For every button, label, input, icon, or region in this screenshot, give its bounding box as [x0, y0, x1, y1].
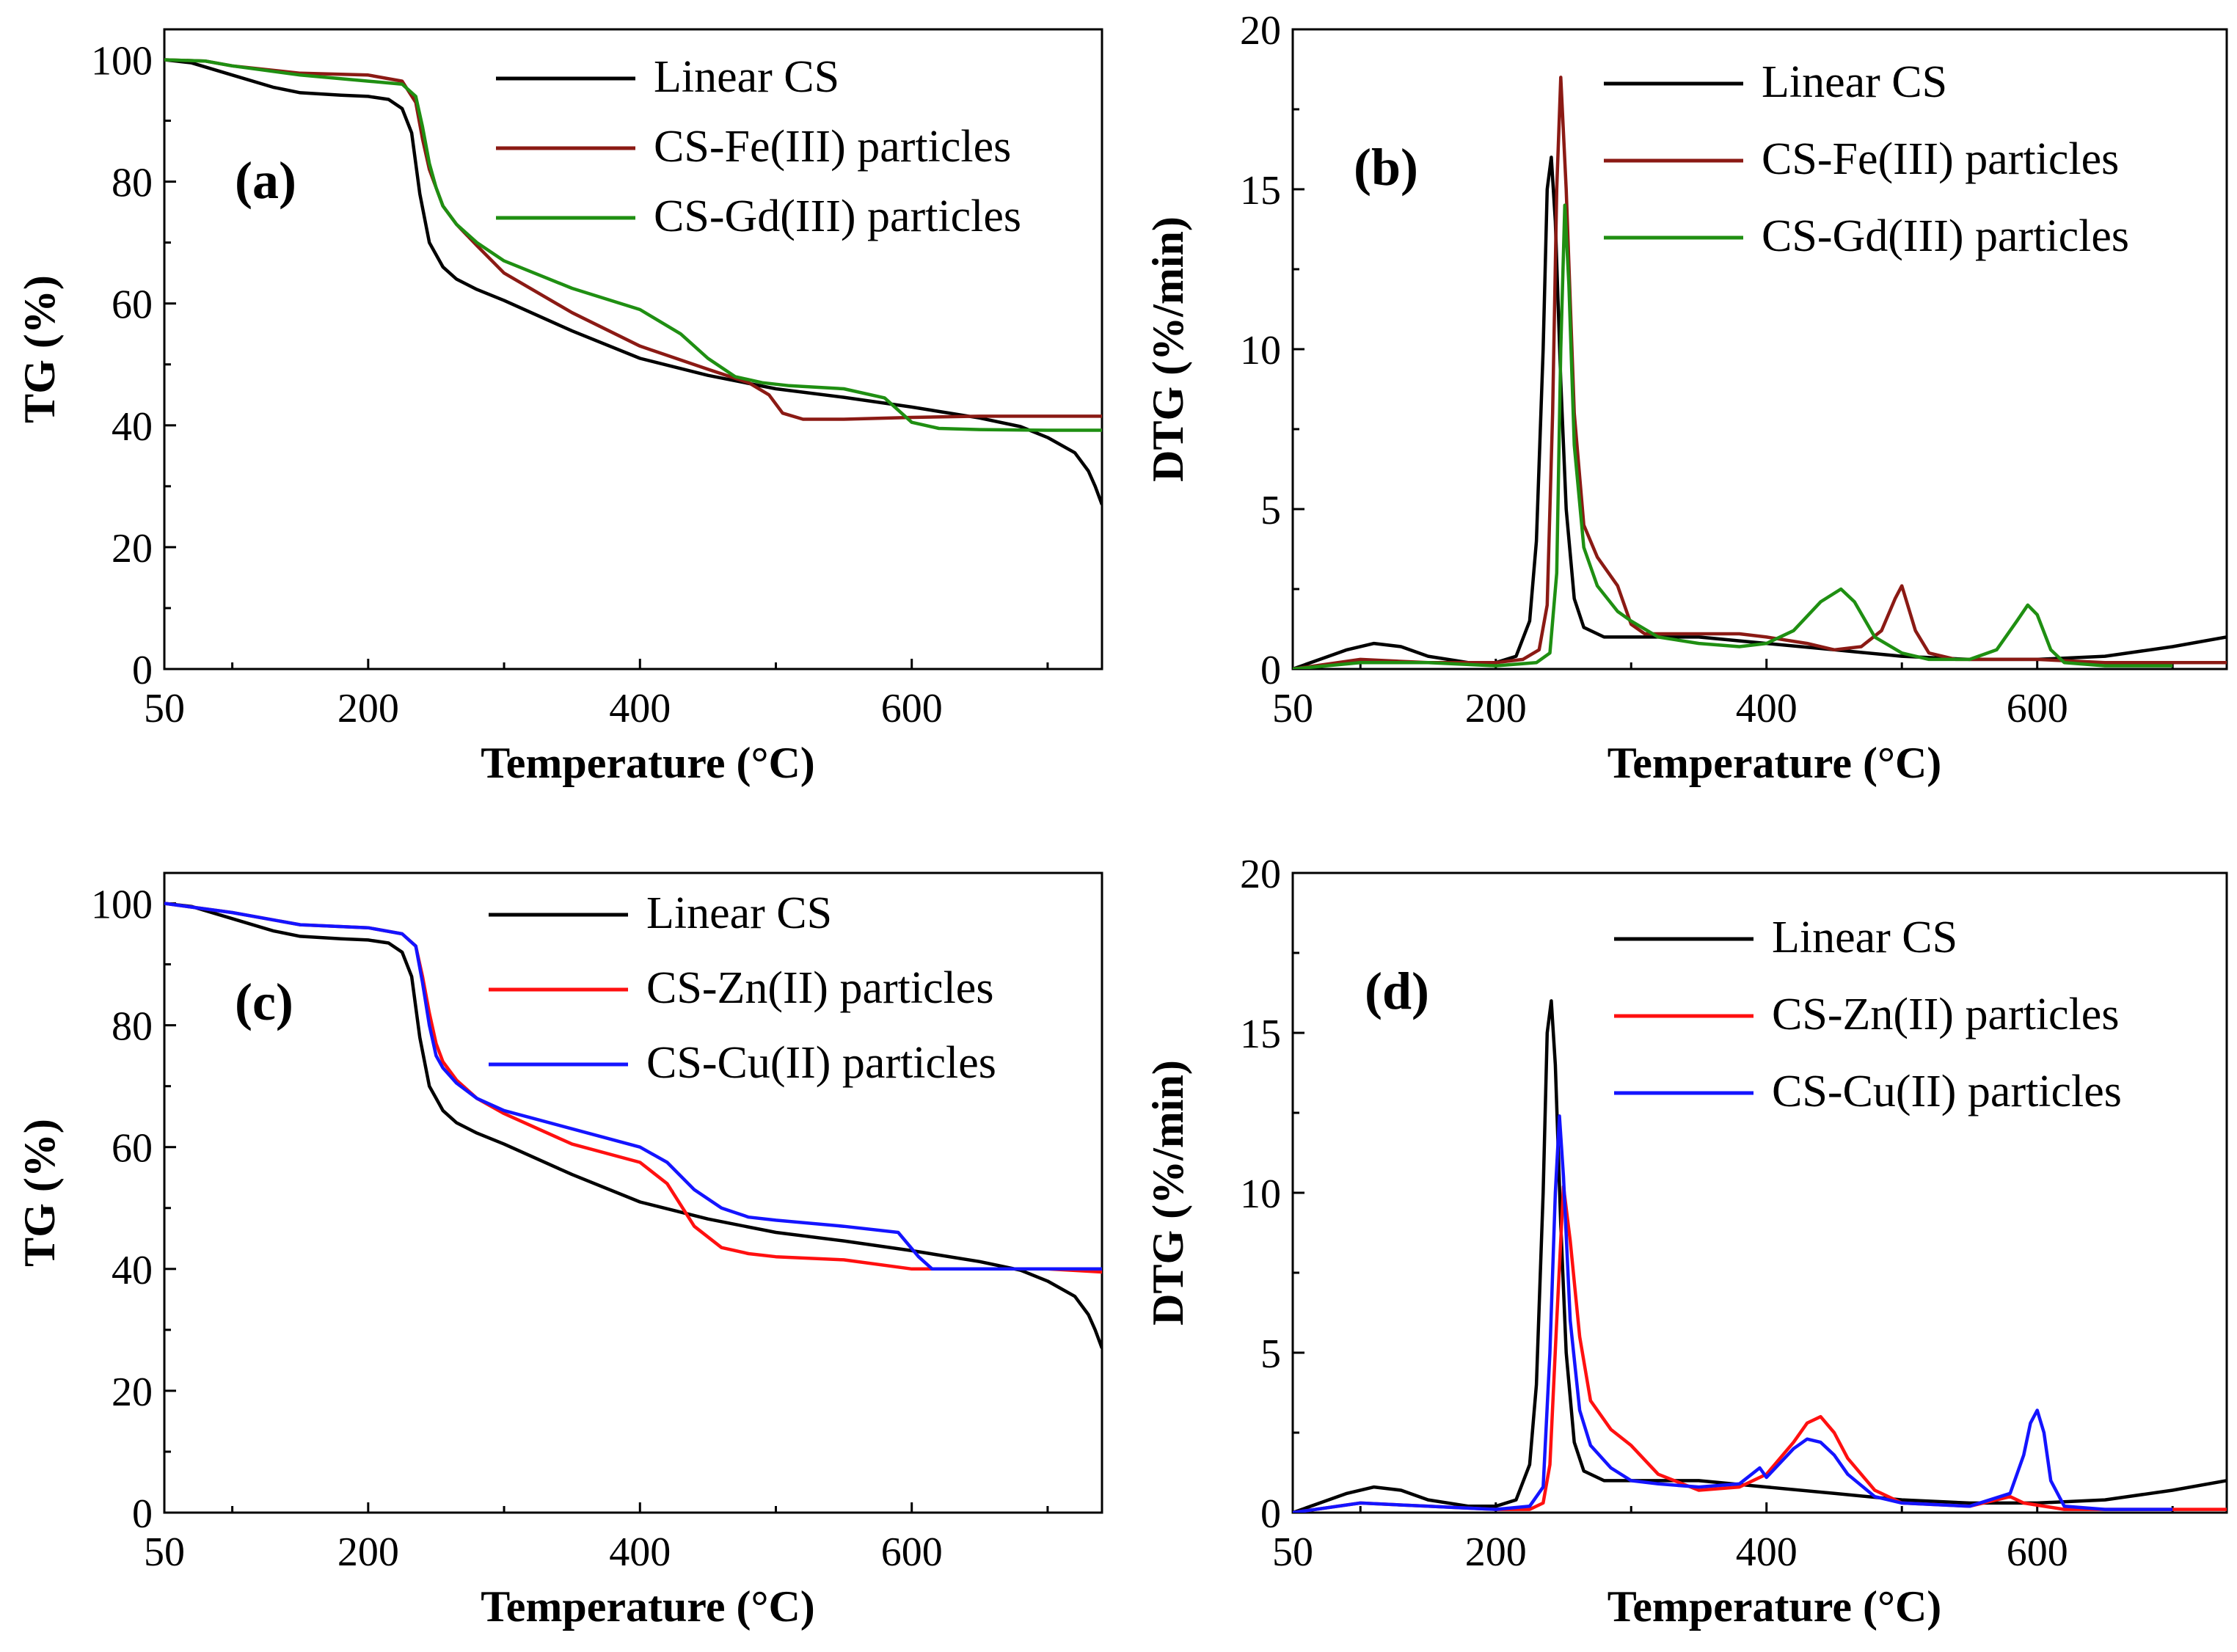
y-tick-label: 0	[132, 1491, 153, 1537]
y-tick-label: 5	[1260, 488, 1281, 533]
series-line-2	[1293, 1185, 2227, 1513]
x-tick-label: 600	[2007, 1529, 2068, 1575]
y-tick-label: 40	[112, 1248, 153, 1293]
series-line-1	[164, 902, 1102, 1349]
legend-entry: CS-Fe(III) particles	[1762, 134, 2119, 184]
legend-entry: CS-Cu(II) particles	[646, 1038, 996, 1088]
y-axis-label: DTG (%/min)	[1144, 1060, 1192, 1326]
y-tick-label: 20	[112, 1370, 153, 1415]
series-line-3	[164, 902, 1102, 1271]
series-line-3	[1293, 1114, 2173, 1513]
y-axis-label: TG (%)	[15, 275, 64, 423]
y-tick-label: 20	[1240, 8, 1281, 54]
panel-c: 50 200 400 600 0 20 40 60 80 100 Temperature (°C) T…	[15, 871, 1103, 1631]
y-tick-label: 0	[1260, 648, 1281, 693]
x-tick-label: 50	[1272, 1529, 1313, 1575]
x-tick-label: 50	[144, 1529, 185, 1575]
series-line-3	[1293, 203, 2173, 669]
y-tick-label: 10	[1240, 1172, 1281, 1217]
x-tick-label: 400	[609, 1529, 671, 1575]
x-axis-label: Temperature (°C)	[481, 1582, 815, 1631]
y-tick-label: 20	[1240, 852, 1281, 897]
legend-entry: CS-Gd(III) particles	[654, 191, 1021, 241]
legend-entry: Linear CS	[654, 52, 839, 102]
x-tick-label: 200	[1465, 686, 1527, 731]
panel-a: 50 200 400 600 0 20 40 60 80 100 Temperature (°C) T…	[15, 28, 1103, 787]
x-tick-label: 400	[1736, 1529, 1798, 1575]
x-tick-label: 50	[1272, 686, 1313, 731]
y-tick-label: 10	[1240, 328, 1281, 373]
panel-label: (a)	[235, 151, 296, 210]
y-tick-label: 5	[1260, 1331, 1281, 1377]
x-tick-label: 50	[144, 686, 185, 731]
series-line-2	[1293, 76, 2227, 669]
x-tick-label: 200	[1465, 1529, 1527, 1575]
panel-label: (c)	[235, 973, 293, 1031]
legend-entry: CS-Zn(II) particles	[646, 963, 993, 1013]
x-axis-label: Temperature (°C)	[1607, 1582, 1942, 1631]
y-tick-label: 100	[91, 882, 153, 928]
legend-entry: CS-Cu(II) particles	[1772, 1067, 2122, 1116]
legend-entry: CS-Fe(III) particles	[654, 122, 1011, 172]
legend-entry: Linear CS	[646, 888, 832, 938]
series-line-3	[164, 58, 1102, 432]
panel-label: (d)	[1365, 962, 1429, 1020]
legend-entry: CS-Gd(III) particles	[1762, 211, 2129, 261]
y-tick-label: 20	[112, 526, 153, 571]
panel-label: (b)	[1354, 138, 1418, 197]
y-tick-label: 40	[112, 404, 153, 450]
x-tick-label: 400	[1736, 686, 1798, 731]
x-axis-label: Temperature (°C)	[1607, 739, 1942, 787]
y-axis-label: TG (%)	[15, 1119, 64, 1267]
x-tick-label: 400	[609, 686, 671, 731]
y-tick-label: 80	[112, 1004, 153, 1050]
panel-b: 50 200 400 600 0 5 10 15 20 Temperature (°C) DTG (…	[1144, 8, 2228, 787]
y-tick-label: 60	[112, 282, 153, 328]
plot-frame-c	[163, 871, 1103, 1514]
y-tick-label: 0	[132, 648, 153, 693]
y-tick-label: 0	[1260, 1491, 1281, 1537]
x-tick-label: 600	[881, 1529, 943, 1575]
plot-frame-b	[1291, 28, 2228, 670]
y-tick-label: 15	[1240, 1012, 1281, 1057]
x-tick-label: 600	[881, 686, 943, 731]
panel-d: 50 200 400 600 0 5 10 15 20 Temperature (°C) DTG (…	[1144, 852, 2228, 1631]
y-tick-label: 100	[91, 39, 153, 84]
y-tick-label: 60	[112, 1126, 153, 1172]
x-tick-label: 200	[337, 1529, 399, 1575]
y-tick-label: 15	[1240, 168, 1281, 213]
x-tick-label: 200	[337, 686, 399, 731]
legend-entry: Linear CS	[1772, 913, 1957, 962]
y-tick-label: 80	[112, 161, 153, 206]
plot-frame-d	[1291, 871, 2228, 1514]
legend-entry: CS-Zn(II) particles	[1772, 990, 2119, 1039]
x-axis-label: Temperature (°C)	[481, 739, 815, 787]
x-tick-label: 600	[2007, 686, 2068, 731]
y-axis-label: DTG (%/min)	[1144, 216, 1192, 482]
series-line-2	[164, 58, 1102, 421]
legend-entry: Linear CS	[1762, 57, 1947, 107]
plot-frame-a	[163, 28, 1103, 670]
